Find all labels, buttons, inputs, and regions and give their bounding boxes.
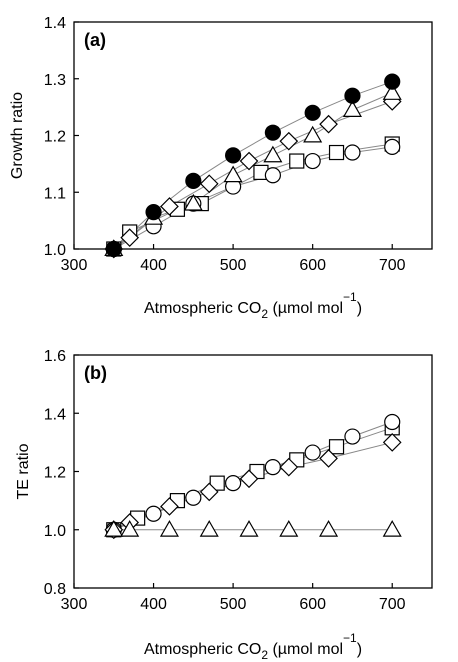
y-tick-label: 1.0 bbox=[44, 523, 66, 540]
data-point-triangle bbox=[279, 520, 299, 537]
data-point-circle bbox=[225, 475, 242, 492]
data-point-circle bbox=[304, 152, 321, 170]
data-point-diamond bbox=[382, 433, 402, 452]
y-tick-label: 1.1 bbox=[44, 185, 66, 202]
panel-label: (a) bbox=[84, 30, 106, 50]
data-point-triangle bbox=[239, 520, 259, 537]
data-point-diamond bbox=[160, 197, 179, 216]
data-point-square bbox=[328, 439, 345, 455]
data-point-triangle bbox=[223, 165, 243, 183]
x-tick-label: 700 bbox=[379, 257, 406, 274]
x-axis-label: Atmospheric CO2 (µmol mol−1) bbox=[144, 290, 362, 321]
panel-b: 300 400 500 600 700 0.8 1.0 1.2 1.4 1.6 (b) TE rati… bbox=[15, 348, 433, 662]
data-point-square bbox=[289, 153, 305, 169]
data-point-circle bbox=[384, 138, 401, 155]
data-point-circle bbox=[264, 459, 281, 476]
data-point-diamond bbox=[199, 174, 219, 194]
y-tick-label: 1.2 bbox=[44, 129, 66, 146]
data-point-diamond bbox=[319, 114, 338, 134]
x-axis-label: Atmospheric CO2 (µmol mol−1) bbox=[144, 631, 362, 662]
data-point-triangle bbox=[120, 520, 140, 537]
x-axis-label-unit-pre: (µmol mol bbox=[268, 300, 343, 317]
y-tick-label: 1.2 bbox=[44, 465, 66, 482]
data-point-triangle bbox=[159, 520, 180, 537]
data-point-triangle bbox=[263, 145, 283, 163]
plot-frame bbox=[73, 21, 433, 250]
x-tick-label: 400 bbox=[140, 596, 167, 613]
y-tick-label: 1.4 bbox=[44, 15, 66, 32]
x-tick-label: 700 bbox=[379, 596, 406, 613]
data-point-diamond bbox=[120, 228, 140, 247]
x-axis-label-sup: −1 bbox=[343, 631, 357, 645]
data-point-triangle bbox=[382, 520, 402, 537]
x-axis-label-main: Atmospheric CO bbox=[144, 641, 261, 658]
data-point-circle bbox=[344, 428, 361, 445]
x-axis-label-sup: −1 bbox=[343, 290, 357, 304]
data-point-triangle bbox=[199, 520, 219, 537]
data-point-circle bbox=[264, 124, 281, 141]
data-point-circle bbox=[185, 172, 202, 189]
x-tick-label: 300 bbox=[61, 257, 88, 274]
data-point-diamond bbox=[239, 469, 259, 489]
data-point-square bbox=[209, 475, 225, 491]
data-point-circle bbox=[185, 489, 202, 506]
y-tick-label: 1.0 bbox=[44, 242, 66, 259]
data-point-circle bbox=[384, 73, 401, 90]
y-tick-label: 1.3 bbox=[44, 72, 66, 89]
y-axis-label: Growth ratio bbox=[9, 92, 26, 179]
y-tick-label: 1.4 bbox=[44, 406, 66, 423]
data-point-diamond bbox=[160, 497, 179, 516]
x-axis-label-sub: 2 bbox=[261, 307, 268, 321]
data-point-diamond bbox=[279, 131, 299, 151]
x-tick-label: 500 bbox=[220, 596, 247, 613]
panel-a: 300 400 500 600 700 1.0 1.1 1.2 1.3 1.4 (a) Growth … bbox=[9, 15, 433, 321]
data-point-circle bbox=[384, 413, 401, 431]
data-point-diamond bbox=[239, 151, 259, 171]
x-tick-label: 600 bbox=[299, 257, 326, 274]
data-point-circle bbox=[344, 144, 361, 161]
x-axis-label-sub: 2 bbox=[261, 648, 268, 662]
x-axis-label-unit-post: ) bbox=[357, 300, 362, 317]
x-tick-label: 400 bbox=[140, 257, 167, 274]
data-point-triangle bbox=[319, 520, 339, 537]
data-point-circle bbox=[225, 147, 242, 164]
data-point-circle bbox=[145, 204, 162, 221]
x-tick-label: 500 bbox=[220, 257, 247, 274]
data-point-triangle bbox=[183, 193, 203, 211]
data-point-circle bbox=[264, 167, 281, 184]
data-point-circle bbox=[344, 87, 361, 104]
y-tick-label: 0.8 bbox=[44, 581, 66, 598]
data-point-triangle bbox=[303, 125, 323, 143]
data-point-circle bbox=[145, 505, 162, 522]
data-point-diamond bbox=[279, 457, 299, 477]
x-axis-label-unit-post: ) bbox=[357, 641, 362, 658]
x-axis-label-main: Atmospheric CO bbox=[144, 300, 261, 317]
data-point-triangle bbox=[342, 100, 362, 117]
data-point-circle bbox=[304, 444, 321, 461]
y-tick-label: 1.6 bbox=[44, 348, 66, 365]
data-point-triangle bbox=[382, 83, 402, 100]
panel-label: (b) bbox=[84, 363, 107, 383]
data-point-circle bbox=[105, 240, 122, 258]
x-axis-label-unit-pre: (µmol mol bbox=[268, 641, 343, 658]
data-point-circle bbox=[304, 104, 321, 121]
data-point-diamond bbox=[319, 449, 338, 468]
y-axis-label: TE ratio bbox=[15, 443, 32, 499]
data-point-square bbox=[328, 144, 345, 161]
x-tick-label: 600 bbox=[299, 596, 326, 613]
data-point-triangle bbox=[104, 520, 124, 537]
x-tick-label: 300 bbox=[61, 596, 88, 613]
data-point-diamond bbox=[199, 482, 219, 502]
